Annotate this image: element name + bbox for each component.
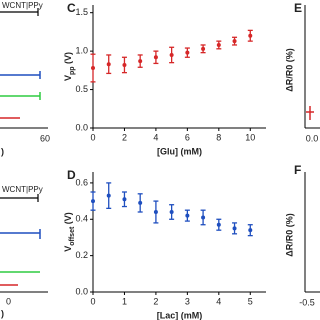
x-tick-label: 0 [90,296,95,306]
x-tick-label: 2 [122,132,127,142]
y-tick-label: 0.4 [75,214,88,224]
y-axis-label-part: V [63,75,73,81]
x-tick-label: 4 [216,296,221,306]
point [232,39,237,44]
point [122,62,127,67]
x-tick-label: 0 [90,132,95,142]
x-tick-label: 3 [185,296,190,306]
point [248,228,253,233]
axis-label-fragment: ) [1,146,4,156]
x-tick-label: 8 [216,132,221,142]
point [91,199,95,204]
point [201,46,206,51]
point [216,222,221,227]
x-tick-label: 5 [248,296,253,306]
point [106,62,111,67]
panel-label: E [294,1,302,15]
tick-label: 0.0 [306,133,319,143]
y-tick-label: 0.5 [75,84,88,94]
point [201,215,206,220]
point [185,213,190,218]
point [91,66,95,71]
right-fragment: E F ΔR/R0 (%) ΔR/R0 (%) 0.0 -0.5 [284,1,320,307]
y-tick-label: 0.2 [75,250,88,260]
y-axis-label-part: pp [69,66,76,75]
tick-label: 60 [40,133,50,143]
tick-label: -0.5 [299,297,315,307]
y-tick-label: 0.0 [75,122,88,132]
point [248,33,253,38]
point [185,50,190,55]
y-axis-label: ΔR/R0 (%) [284,213,294,256]
point [138,59,143,64]
y-axis-label-part: (V) [63,212,73,227]
y-axis-label: Vpp (V) [63,52,76,81]
y-axis-label: ΔR/R0 (%) [284,48,294,91]
panel-label: C [67,1,76,15]
point [216,42,221,47]
x-tick-label: 10 [245,132,255,142]
axis-label-fragment: ) [1,308,4,318]
point [138,200,143,205]
x-axis-label: [Lac] (mM) [157,310,203,320]
left-fragment: WCNT|PPy 60 ) WCNT|PPy 0 ) [0,1,50,318]
legend-text: WCNT|PPy [2,185,43,194]
point [122,197,127,202]
y-tick-label: 0.6 [75,177,88,187]
x-tick-label: 4 [153,132,158,142]
point [153,210,158,214]
y-axis-label-part: offset [69,226,76,246]
x-axis-label: [Glu] (mM) [157,146,202,156]
y-axis-label: Voffset (V) [63,212,76,252]
x-tick-label: 2 [153,296,158,306]
y-axis-label-part: V [63,246,73,252]
point [169,210,174,214]
point [153,55,158,60]
y-axis-label-part: (V) [63,52,73,67]
point [106,193,111,198]
point [232,226,237,231]
y-tick-label: 0.0 [75,286,88,296]
x-tick-label: 6 [185,132,190,142]
x-tick-label: 1 [122,296,127,306]
panel-label: F [294,163,301,177]
legend-text: WCNT|PPy [2,1,43,10]
y-tick-label: 1.5 [75,7,88,17]
tick-label: 0 [6,296,11,306]
y-tick-label: 1.0 [75,46,88,56]
panel-label: D [67,168,76,182]
point [169,52,174,57]
